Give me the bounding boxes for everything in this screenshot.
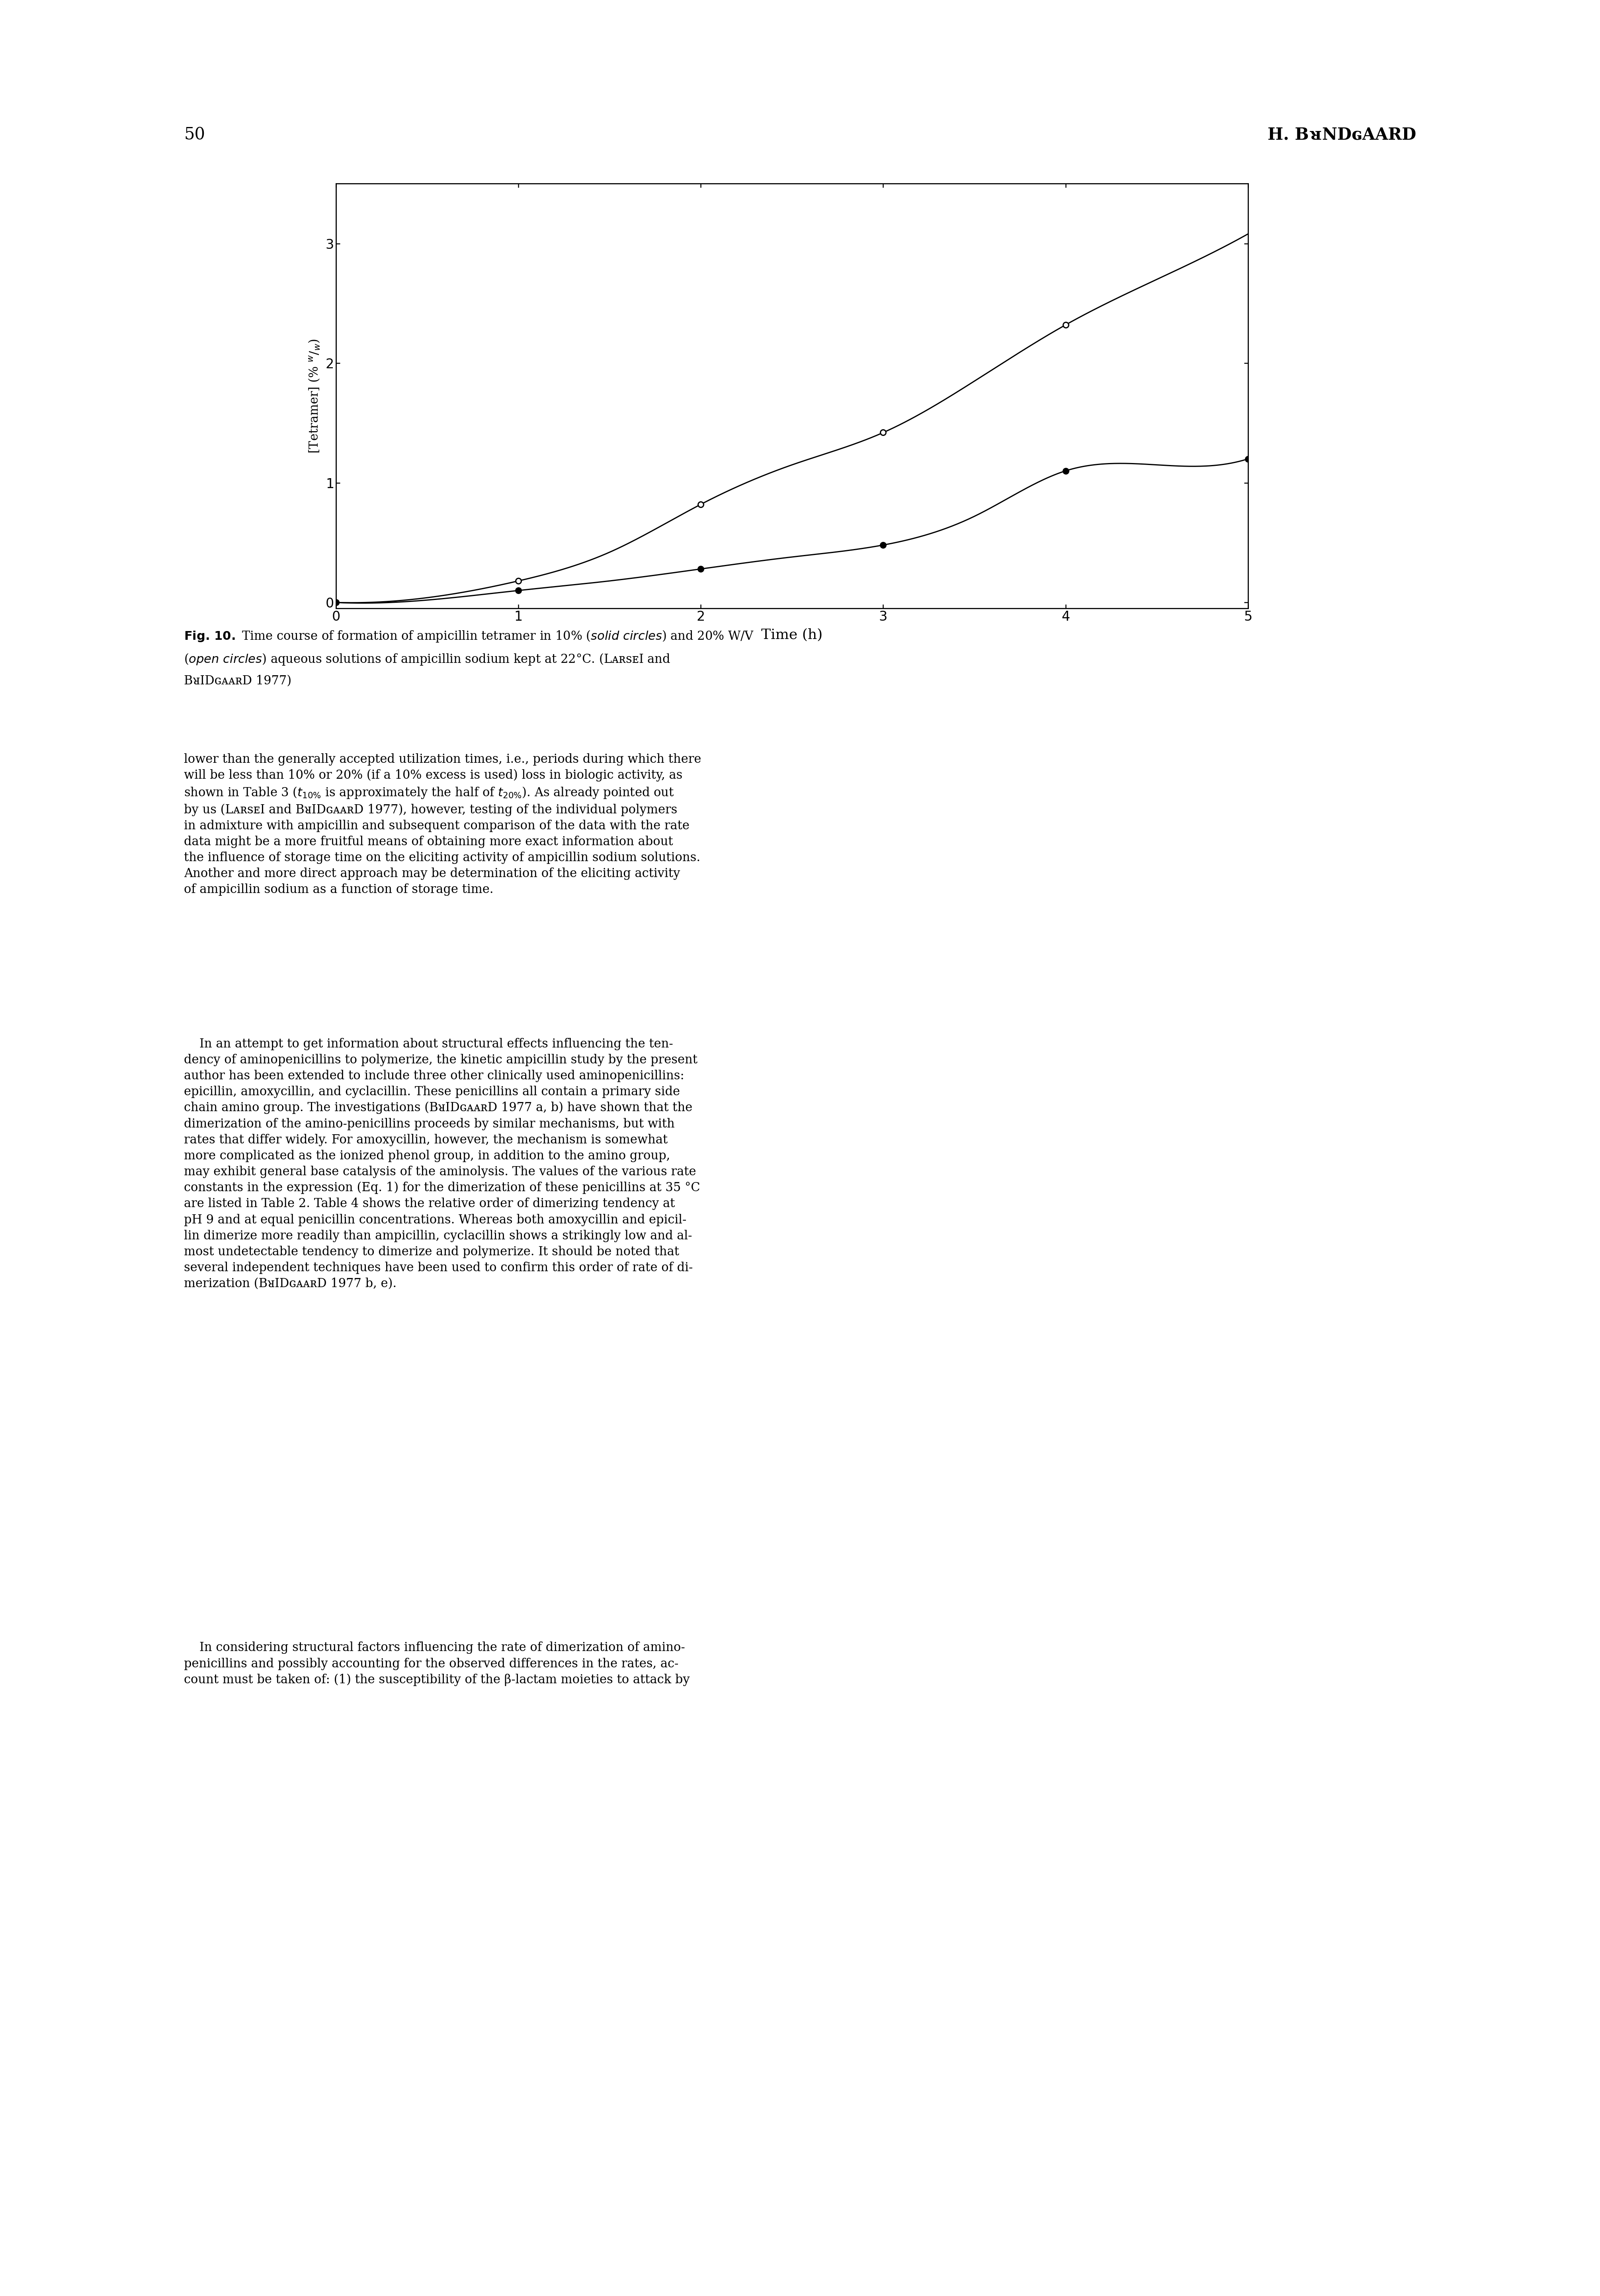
Text: lower than the generally accepted utilization times, i.e., periods during which : lower than the generally accepted utiliz… (184, 753, 701, 895)
Text: $\bf{Fig.\,10.}$ Time course of formation of ampicillin tetramer in 10% ($\it{so: $\bf{Fig.\,10.}$ Time course of formatio… (184, 629, 754, 643)
Text: BᴚӀDɢᴀᴀʀD 1977): BᴚӀDɢᴀᴀʀD 1977) (184, 675, 291, 687)
Text: In considering structural factors influencing the rate of dimerization of amino-: In considering structural factors influe… (184, 1642, 690, 1685)
Text: In an attempt to get information about structural effects influencing the ten-
d: In an attempt to get information about s… (184, 1038, 701, 1290)
X-axis label: Time (h): Time (h) (762, 627, 822, 641)
Text: ($\it{open\ circles}$) aqueous solutions of ampicillin sodium kept at 22°C. (Lᴀʀ: ($\it{open\ circles}$) aqueous solutions… (184, 652, 670, 666)
Text: H. BᴚNDɢAARD: H. BᴚNDɢAARD (1267, 126, 1416, 142)
Text: 50: 50 (184, 126, 205, 142)
Y-axis label: [Tetramer] (% $^{w}/_{w}$): [Tetramer] (% $^{w}/_{w}$) (307, 340, 322, 452)
